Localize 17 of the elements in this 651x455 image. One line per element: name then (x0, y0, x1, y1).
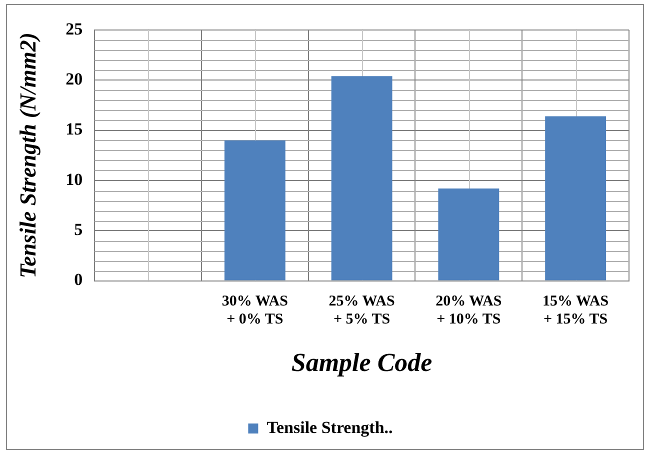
y-tick-label: 15 (66, 120, 83, 139)
x-tick-label: 20% WAS + 10% TS (436, 294, 502, 328)
x-tick-label: 25% WAS + 5% TS (328, 294, 395, 328)
bar (438, 188, 500, 280)
y-tick-label: 25 (66, 19, 83, 38)
bar (224, 140, 286, 280)
x-tick-label: 30% WAS + 0% TS (222, 294, 288, 328)
x-tick-label: 15% WAS + 15% TS (542, 294, 609, 328)
y-tick-label: 0 (74, 270, 83, 290)
bar (331, 76, 392, 280)
y-tick-label: 10 (66, 170, 83, 189)
y-tick-label: 20 (66, 70, 83, 89)
y-axis-title: Tensile Strength (N/mm2) (16, 32, 41, 278)
y-tick-label: 5 (74, 220, 83, 240)
bar (545, 116, 606, 280)
legend-label: Tensile Strength.. (266, 418, 393, 437)
x-axis-title: Sample Code (291, 348, 432, 378)
